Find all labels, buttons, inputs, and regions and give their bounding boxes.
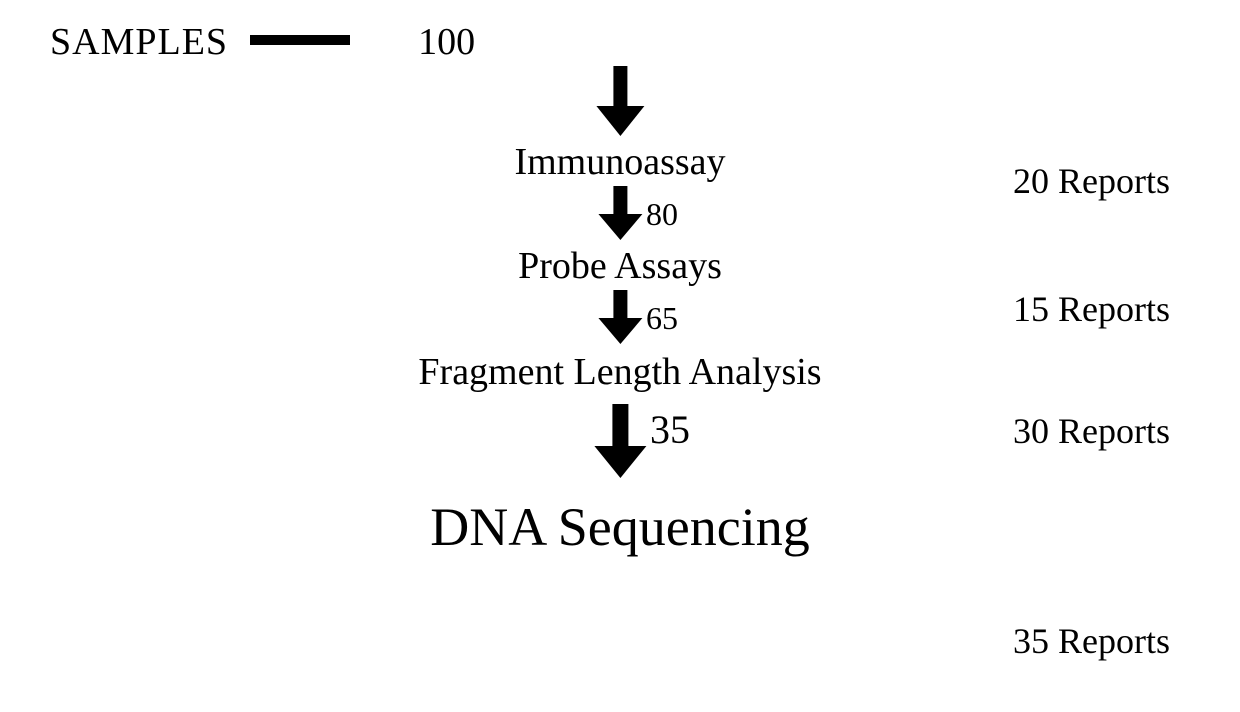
arrow-shaft <box>613 186 627 214</box>
dash-connector <box>250 35 350 45</box>
arrow-head-icon <box>598 318 642 344</box>
initial-count: 100 <box>418 20 475 64</box>
reports-dna-sequencing: 35 Reports <box>1013 620 1170 662</box>
arrow-0 <box>596 66 644 136</box>
arrow-head-icon <box>596 106 644 136</box>
stage-immunoassay: Immunoassay <box>514 140 725 184</box>
flow-column: Immunoassay 80 Probe Assays 65 Fragment … <box>418 60 821 558</box>
reports-probe-assays: 15 Reports <box>1013 288 1170 330</box>
arrow-3: 35 <box>594 404 646 478</box>
samples-label: SAMPLES <box>50 20 228 64</box>
arrow-shaft <box>612 404 628 446</box>
reports-immunoassay: 20 Reports <box>1013 160 1170 202</box>
stage-probe-assays: Probe Assays <box>518 244 722 288</box>
arrow-label-3: 35 <box>650 406 690 453</box>
arrow-shaft <box>613 290 627 318</box>
header-row: SAMPLES 100 <box>50 20 1200 64</box>
arrow-label-2: 65 <box>646 300 678 337</box>
arrow-head-icon <box>598 214 642 240</box>
arrow-head-icon <box>594 446 646 478</box>
stage-fragment-length: Fragment Length Analysis <box>418 350 821 394</box>
arrow-2: 65 <box>598 290 642 344</box>
arrow-shaft <box>613 66 627 106</box>
arrow-1: 80 <box>598 186 642 240</box>
stage-dna-sequencing: DNA Sequencing <box>430 496 809 558</box>
reports-fragment-length: 30 Reports <box>1013 410 1170 452</box>
arrow-label-1: 80 <box>646 196 678 233</box>
